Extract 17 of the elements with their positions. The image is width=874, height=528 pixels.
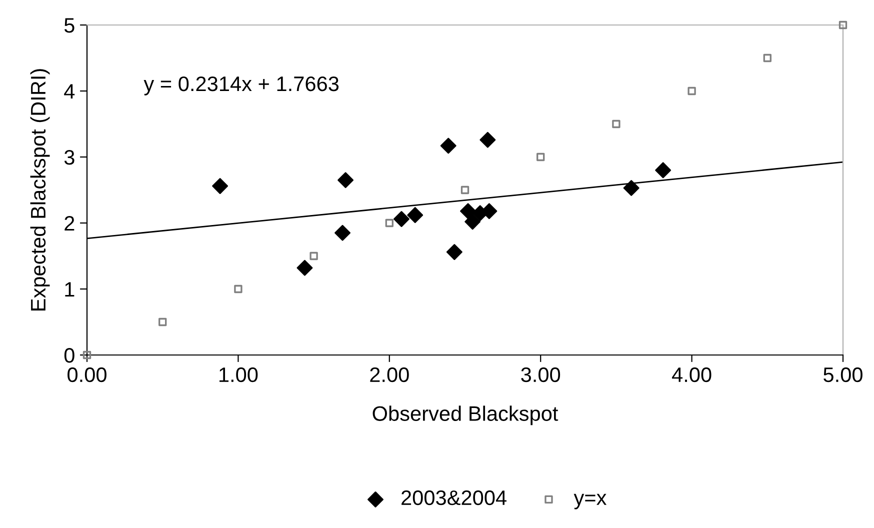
y-axis-title: Expected Blackspot (DIRI)	[30, 69, 50, 310]
y-tick-label: 3	[64, 150, 74, 165]
annotation: y = 0.2314x + 1.7663	[144, 76, 339, 96]
x-tick-label: 3.00	[521, 367, 560, 382]
x-tick-label: 0.00	[68, 367, 106, 382]
legend-label: 2003&2004	[402, 490, 506, 506]
x-tick-label: 4.00	[672, 367, 712, 382]
legend-label: y=x	[574, 494, 607, 510]
y-tick-label: 5	[64, 18, 74, 33]
y-tick-label: 4	[64, 84, 75, 99]
x-tick-label: 5.00	[824, 367, 862, 382]
y-tick-label: 1	[65, 282, 74, 297]
x-tick-label: 1.00	[220, 367, 258, 382]
x-axis-title: Observed Blackspot	[372, 406, 558, 426]
y-tick-label: 0	[64, 348, 74, 363]
x-tick-label: 2.00	[370, 367, 409, 382]
y-tick-label: 2	[64, 216, 74, 231]
